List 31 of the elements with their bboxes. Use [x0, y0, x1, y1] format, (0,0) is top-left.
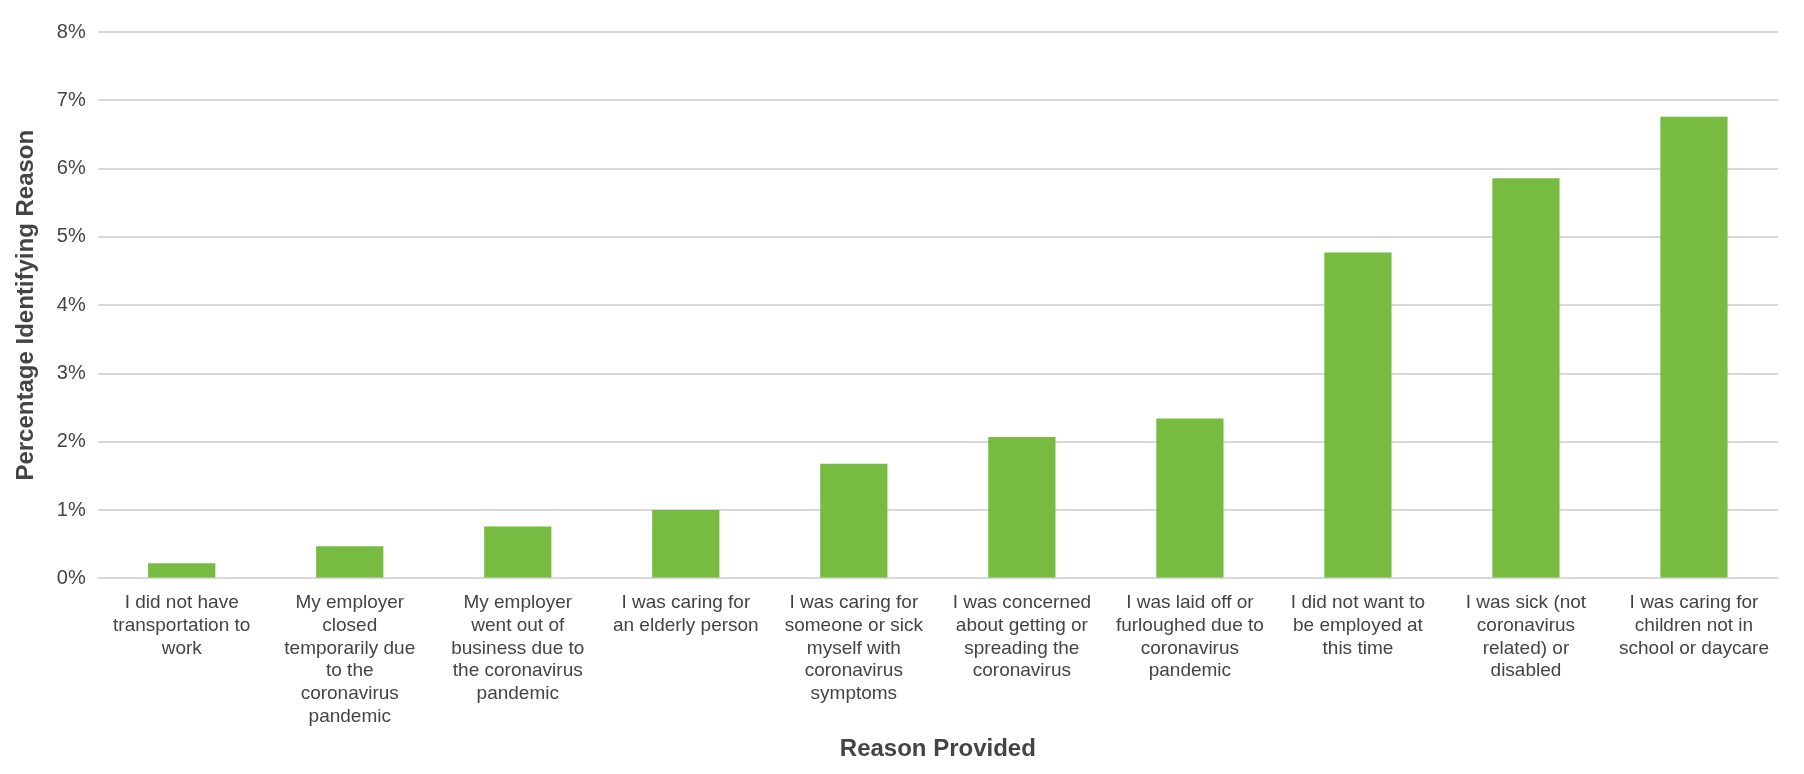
x-tick-label: I did not want to be employed at this time — [1290, 591, 1425, 658]
x-tick-label: I was caring for someone or sick myself with coronavirus symptoms — [784, 591, 924, 704]
y-tick-label: 7% — [56, 87, 86, 110]
bar — [1324, 252, 1392, 578]
y-tick-label: 6% — [56, 156, 86, 179]
y-axis-title: Percentage Identifying Reason — [11, 129, 39, 481]
bar — [988, 437, 1056, 578]
bar — [148, 563, 216, 578]
bar — [484, 526, 552, 578]
x-tick-label: I was laid off or furloughed due to coronavirus pandemic — [1115, 591, 1264, 681]
bar — [1492, 178, 1560, 578]
bar — [1156, 418, 1224, 578]
x-tick-label: I was concerned about getting or spreading the coronavirus — [952, 591, 1092, 681]
y-tick-label: 5% — [56, 224, 86, 247]
bar — [652, 510, 720, 578]
x-tick-label: I did not have transportation to work — [113, 591, 251, 658]
y-tick-label: 3% — [56, 361, 86, 384]
x-tick-label: I was sick (not coronavirus related) or disabled — [1465, 591, 1587, 681]
x-tick-label: My employer went out of business due to the coronavirus pandemic — [451, 591, 585, 704]
bar — [820, 463, 888, 578]
y-tick-label: 4% — [56, 292, 86, 315]
y-tick-label: 0% — [56, 565, 86, 588]
bar — [1660, 116, 1728, 578]
y-tick-label: 8% — [56, 19, 86, 42]
x-tick-label: I was caring for children not in school or daycare — [1619, 591, 1769, 658]
y-tick-label: 1% — [56, 497, 86, 520]
x-tick-label: I was caring for an elderly person — [612, 591, 759, 635]
x-tick-label: My employer closed temporarily due to the coronavirus pandemic — [284, 591, 416, 727]
y-tick-label: 2% — [56, 429, 86, 452]
x-axis-title: Reason Provided — [839, 734, 1036, 762]
bar — [316, 546, 384, 578]
